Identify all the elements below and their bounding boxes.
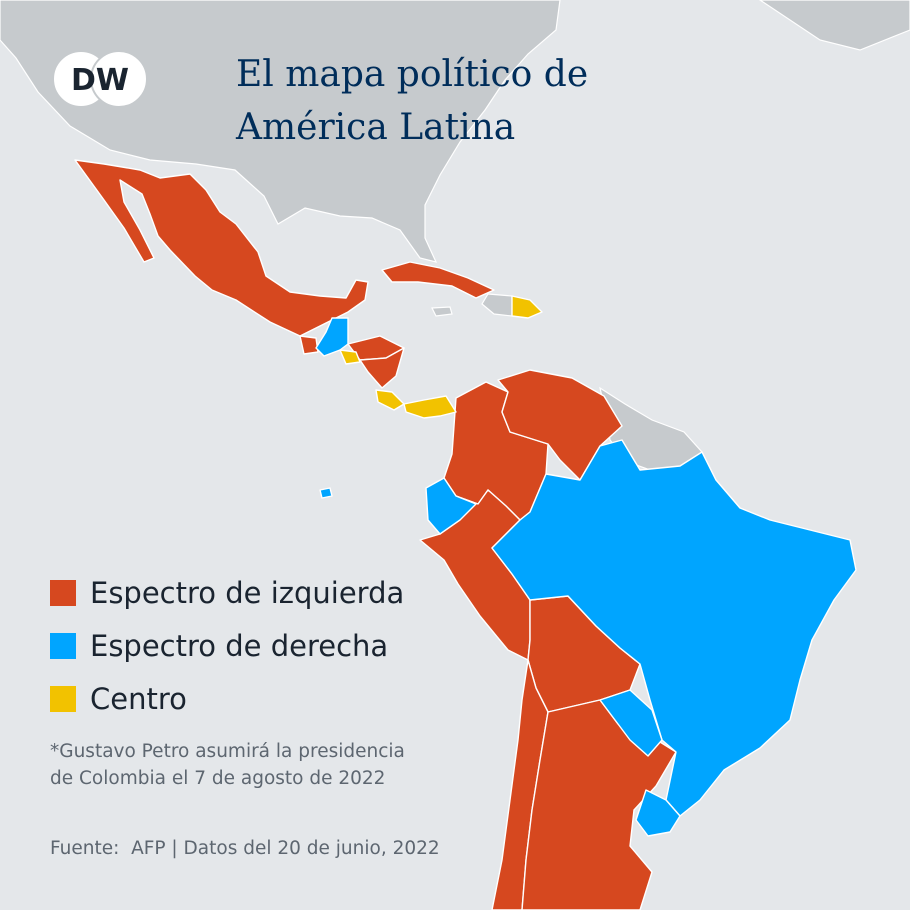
el-salvador-shape [339,349,361,365]
dominican-republic-shape [511,295,543,319]
legend-swatch-center [50,685,76,712]
guatemala-shape [315,317,349,357]
nicaragua-shape [359,347,405,389]
panama-shape [403,395,457,419]
haiti-land [481,293,513,317]
paraguay-shape [599,689,663,757]
legend-item-right: Espectro de derecha [50,619,404,672]
legend-swatch-right [50,632,76,659]
logo-text: DW [71,63,129,98]
map-title: El mapa político de América Latina [236,48,588,154]
legend-label-left: Espectro de izquierda [90,575,405,610]
source-credit: Fuente: AFP | Datos del 20 de junio, 202… [50,838,440,859]
brazil-shape [491,439,857,817]
galapagos-islands [319,487,333,499]
jamaica-land [431,306,453,317]
cuba-shape [381,261,495,299]
legend-label-right: Espectro de derecha [90,628,389,663]
uruguay-shape [635,789,681,837]
legend: Espectro de izquierda Espectro de derech… [50,566,404,725]
legend-label-center: Centro [90,681,187,716]
footnote: *Gustavo Petro asumirá la presidencia de… [50,738,405,792]
footnote-line-1: *Gustavo Petro asumirá la presidencia [50,741,405,762]
title-line-2: América Latina [236,107,516,148]
greenland-land [758,0,910,51]
legend-swatch-left [50,579,76,606]
legend-item-left: Espectro de izquierda [50,566,404,619]
ecuador-shape [425,477,477,535]
legend-item-center: Centro [50,672,404,725]
title-line-1: El mapa político de [236,54,589,95]
footnote-line-2: de Colombia el 7 de agosto de 2022 [50,768,386,789]
mexico-gulf-islands [299,335,319,355]
dw-logo-icon: DW [52,50,148,108]
costa-rica-shape [375,389,405,411]
